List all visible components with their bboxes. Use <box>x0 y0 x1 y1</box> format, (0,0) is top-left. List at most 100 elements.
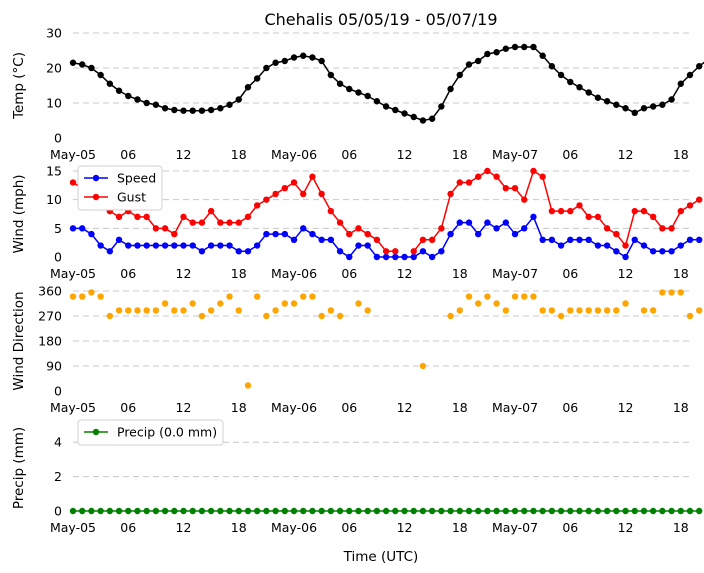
precip-point <box>548 507 556 515</box>
temp-point <box>603 98 611 105</box>
speed-point <box>659 248 666 255</box>
temp-point <box>143 99 150 107</box>
gust-point <box>677 207 684 215</box>
speed-point <box>594 242 602 249</box>
speed-point <box>456 219 463 226</box>
speed-point <box>419 248 427 255</box>
wind-x-tick-label: 06 <box>562 266 578 281</box>
precip-point <box>696 507 703 515</box>
gust-point <box>364 230 371 238</box>
temp-point <box>521 43 528 51</box>
speed-point <box>640 242 648 249</box>
temp-point <box>364 92 371 100</box>
precip-y-tick-label: 0 <box>54 504 62 519</box>
speed-point <box>502 219 510 226</box>
gust-point <box>668 225 675 232</box>
precip-point <box>318 507 325 515</box>
precip-point <box>355 507 362 515</box>
precip-point <box>106 507 114 515</box>
speed-point <box>521 225 528 232</box>
temp-y-tick-label: 10 <box>46 96 62 111</box>
precip-x-tick-label: 18 <box>452 520 468 535</box>
direction-x-tick-label: 12 <box>618 400 634 415</box>
speed-point <box>152 242 160 249</box>
direction-x-tick-label: 18 <box>673 400 689 415</box>
wind-x-tick-label: 18 <box>231 266 247 281</box>
speed-point <box>585 236 592 243</box>
precip-point <box>530 507 537 515</box>
direction-point <box>677 289 684 296</box>
direction-point <box>594 307 602 314</box>
direction-y-tick-label: 0 <box>54 384 62 399</box>
precip-point <box>401 507 408 515</box>
precip-point <box>143 507 150 515</box>
speed-point <box>217 242 224 249</box>
wind-y-tick-label: 5 <box>54 221 62 236</box>
gust-point <box>217 219 224 226</box>
temp-x-tick-label: 12 <box>618 147 634 162</box>
direction-point <box>465 293 473 300</box>
speed-point <box>539 236 546 243</box>
temp-point <box>346 85 353 93</box>
gust-point <box>244 213 252 221</box>
legend-marker <box>92 174 100 182</box>
speed-point <box>97 242 104 249</box>
temp-point <box>88 64 95 72</box>
direction-point <box>171 307 178 314</box>
speed-point <box>465 219 473 226</box>
speed-point <box>272 230 279 238</box>
temp-point <box>567 78 574 86</box>
precip-x-tick-label: May-05 <box>50 520 96 535</box>
precip-point <box>484 507 491 515</box>
direction-point <box>456 307 463 314</box>
speed-point <box>189 242 196 249</box>
temp-point <box>309 54 316 61</box>
speed-point <box>548 236 556 243</box>
precip-point <box>594 507 602 515</box>
direction-point <box>511 293 519 300</box>
speed-point <box>686 236 694 243</box>
wind-x-tick-label: 12 <box>397 266 413 281</box>
temp-x-tick-label: 06 <box>562 147 578 162</box>
speed-point <box>226 242 233 249</box>
speed-point <box>677 242 684 249</box>
precip-point <box>152 507 160 515</box>
temp-point <box>171 106 178 114</box>
precip-point <box>217 507 224 515</box>
speed-point <box>281 230 289 238</box>
direction-y-tick-label: 90 <box>46 359 62 374</box>
gust-point <box>576 202 583 209</box>
gust-point <box>428 236 436 243</box>
gust-point <box>585 213 592 221</box>
direction-point <box>484 293 491 300</box>
direction-point <box>125 307 132 314</box>
direction-point <box>97 293 104 300</box>
speed-point <box>613 248 620 255</box>
temp-point <box>530 43 537 51</box>
temp-y-tick-label: 0 <box>54 131 62 146</box>
precip-point <box>686 507 694 515</box>
precip-point <box>97 507 104 515</box>
speed-point <box>253 242 261 249</box>
gust-point <box>456 179 463 186</box>
gust-point <box>134 213 141 221</box>
wind-x-tick-label: May-06 <box>271 266 317 281</box>
precip-point <box>557 507 565 515</box>
gust-point <box>640 207 648 215</box>
speed-point <box>300 225 307 232</box>
temp-point <box>161 105 169 112</box>
gust-point <box>180 213 187 221</box>
direction-point <box>300 293 307 300</box>
speed-point <box>309 230 316 238</box>
speed-point <box>180 242 187 249</box>
temp-x-tick-label: 12 <box>176 147 192 162</box>
direction-point <box>364 307 371 314</box>
wind-x-tick-label: 06 <box>120 266 136 281</box>
direction-point <box>613 307 620 314</box>
temp-point <box>300 52 307 59</box>
gust-point <box>226 219 233 226</box>
gust-point <box>686 202 694 209</box>
direction-point <box>143 307 150 314</box>
temp-point <box>189 107 196 114</box>
precip-point <box>465 507 473 515</box>
